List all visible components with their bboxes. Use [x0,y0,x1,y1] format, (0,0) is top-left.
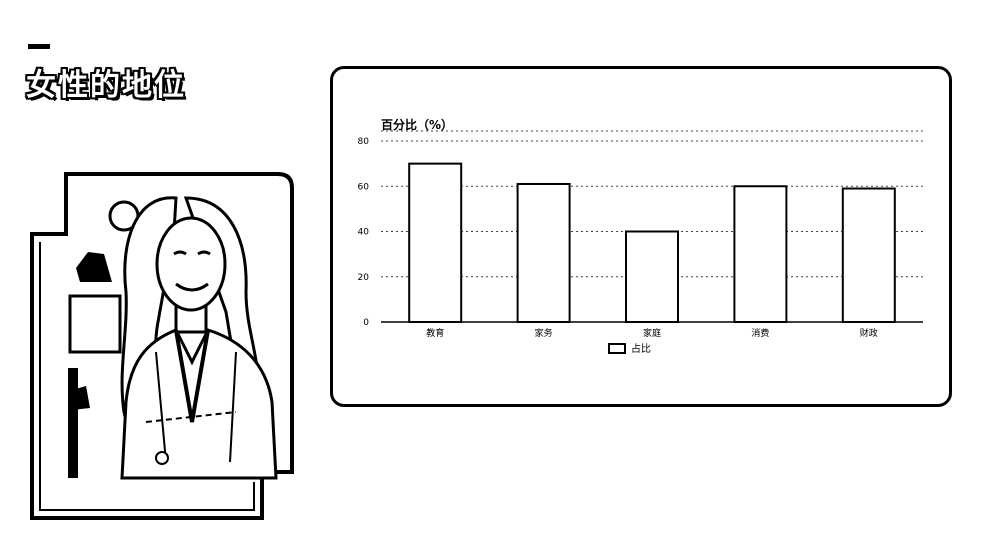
y-tick-label: 60 [358,182,370,192]
legend-label: 占比 [631,342,651,355]
smile [175,282,209,292]
title-dash [28,44,50,49]
y-tick-labels: 0 20 40 60 80 [358,137,370,328]
x-tick-label: 消费 [751,327,769,339]
bg-window [68,294,122,354]
x-tick-label: 财政 [860,327,878,339]
bg-post [68,368,78,478]
y-axis-label: 百分比（%） [381,117,453,132]
bars [408,162,896,323]
bar [841,187,896,323]
bar [625,230,679,323]
bar [733,185,788,323]
bar [516,182,571,323]
portrait-photo [30,172,294,520]
x-tick-label: 家庭 [643,327,661,339]
face [155,216,227,312]
chart-card: 百分比（%） 0 20 40 60 80 教育 家务 家庭 消费 财政 占比 [330,66,952,407]
y-tick-label: 0 [363,318,369,328]
page-title: 女性的地位 [26,68,186,103]
jacket-button [155,451,169,465]
lapel [174,329,210,423]
bar [408,162,463,323]
bg-object [72,386,90,410]
x-tick-labels: 教育 家务 家庭 消费 财政 [426,327,878,339]
bg-figure-body [76,252,112,282]
legend-swatch [608,343,626,354]
y-tick-label: 80 [358,137,370,147]
y-tick-label: 20 [358,273,370,283]
x-tick-label: 家务 [535,327,553,339]
legend: 占比 [608,342,651,355]
y-tick-label: 40 [358,228,370,238]
x-tick-label: 教育 [426,327,444,339]
bar-chart: 百分比（%） 0 20 40 60 80 教育 家务 家庭 消费 财政 占比 [358,117,923,355]
frame-inner [39,242,255,511]
